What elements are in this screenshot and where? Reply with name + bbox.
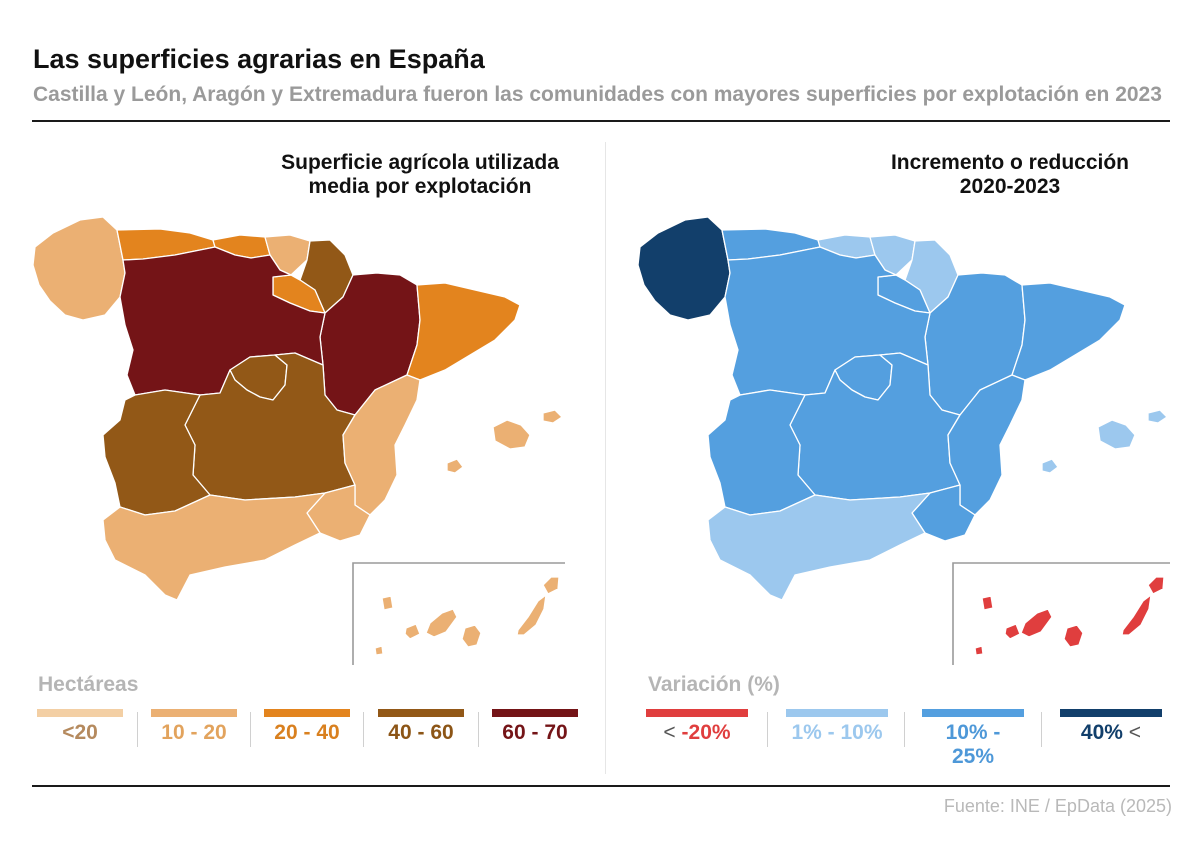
region-mallorca [492, 419, 531, 450]
legend-label: < -20% [646, 721, 748, 745]
right-legend-item-1: < -20% [646, 709, 748, 749]
legend-label-value: -20% [681, 721, 731, 744]
right-panel-title: Incremento o reducción 2020-2023 [860, 151, 1160, 199]
legend-label: <20 [62, 721, 98, 744]
region-canarias [974, 576, 1165, 656]
left-panel-title: Superficie agrícola utilizada media por … [250, 151, 590, 199]
right-legend-item-3: 10% - 25% [922, 709, 1024, 768]
legend-separator [1041, 712, 1042, 747]
left-legend-item-3: 20 - 40 [264, 709, 350, 749]
legend-label-sign: < [1128, 721, 1142, 744]
right-legend-item-2: 1% - 10% [786, 709, 888, 749]
legend-swatch [151, 709, 237, 717]
bottom-divider [32, 785, 1170, 787]
legend-label: 60 - 70 [502, 721, 568, 744]
region-valencia [947, 374, 1026, 516]
region-canarias [374, 576, 560, 656]
left-panel-title-line1: Superficie agrícola utilizada [281, 151, 559, 174]
page-title: Las superficies agrarias en España [33, 44, 485, 74]
right-choropleth-map [637, 216, 1170, 665]
region-valencia [342, 374, 421, 516]
region-cataluna [1011, 282, 1126, 381]
legend-swatch [264, 709, 350, 717]
legend-label-sign: < [663, 721, 676, 744]
region-ibiza [1041, 458, 1059, 474]
right-panel-title-line2: 2020-2023 [959, 175, 1061, 198]
legend-swatch [492, 709, 578, 717]
legend-label: 40% < [1060, 721, 1162, 745]
legend-swatch [786, 709, 888, 717]
legend-label: 10 - 20 [161, 721, 227, 744]
canarias-inset-frame [952, 562, 1170, 665]
region-castilla-y-leon [724, 246, 931, 396]
legend-separator [478, 712, 479, 747]
region-mallorca [1097, 419, 1136, 450]
legend-label: 20 - 40 [274, 721, 340, 744]
legend-label: 40 - 60 [388, 721, 454, 744]
legend-separator [904, 712, 905, 747]
legend-label: 10% - 25% [945, 721, 1001, 768]
region-ibiza [446, 458, 464, 474]
region-galicia [32, 216, 126, 321]
legend-swatch [378, 709, 464, 717]
right-legend-item-4: 40% < [1060, 709, 1162, 749]
legend-separator [137, 712, 138, 747]
left-legend-item-2: 10 - 20 [151, 709, 237, 749]
legend-swatch [646, 709, 748, 717]
legend-label: 1% - 10% [791, 721, 883, 744]
left-legend-title: Hectáreas [38, 673, 139, 696]
right-panel-title-line1: Incremento o reducción [890, 151, 1130, 174]
legend-swatch [1060, 709, 1162, 717]
canarias-inset-frame [352, 562, 565, 665]
legend-label-value: 40% [1080, 721, 1123, 744]
region-andalucia [102, 492, 326, 601]
legend-separator [767, 712, 768, 747]
region-cataluna [406, 282, 521, 381]
region-castilla-y-leon [119, 246, 326, 396]
region-menorca [1147, 409, 1168, 424]
region-menorca [542, 409, 563, 424]
legend-swatch [37, 709, 123, 717]
legend-separator [363, 712, 364, 747]
region-galicia [637, 216, 731, 321]
left-legend-item-4: 40 - 60 [378, 709, 464, 749]
left-legend-item-1: <20 [37, 709, 123, 749]
panel-divider [605, 142, 606, 774]
legend-separator [250, 712, 251, 747]
top-divider [32, 120, 1170, 122]
right-legend-title: Variación (%) [648, 673, 780, 696]
region-andalucia [707, 492, 931, 601]
legend-swatch [922, 709, 1024, 717]
source-credit: Fuente: INE / EpData (2025) [943, 796, 1172, 816]
page-subtitle: Castilla y León, Aragón y Extremadura fu… [33, 83, 1162, 106]
left-choropleth-map [32, 216, 565, 665]
left-panel-title-line2: media por explotación [308, 175, 532, 198]
left-legend-item-5: 60 - 70 [492, 709, 578, 749]
